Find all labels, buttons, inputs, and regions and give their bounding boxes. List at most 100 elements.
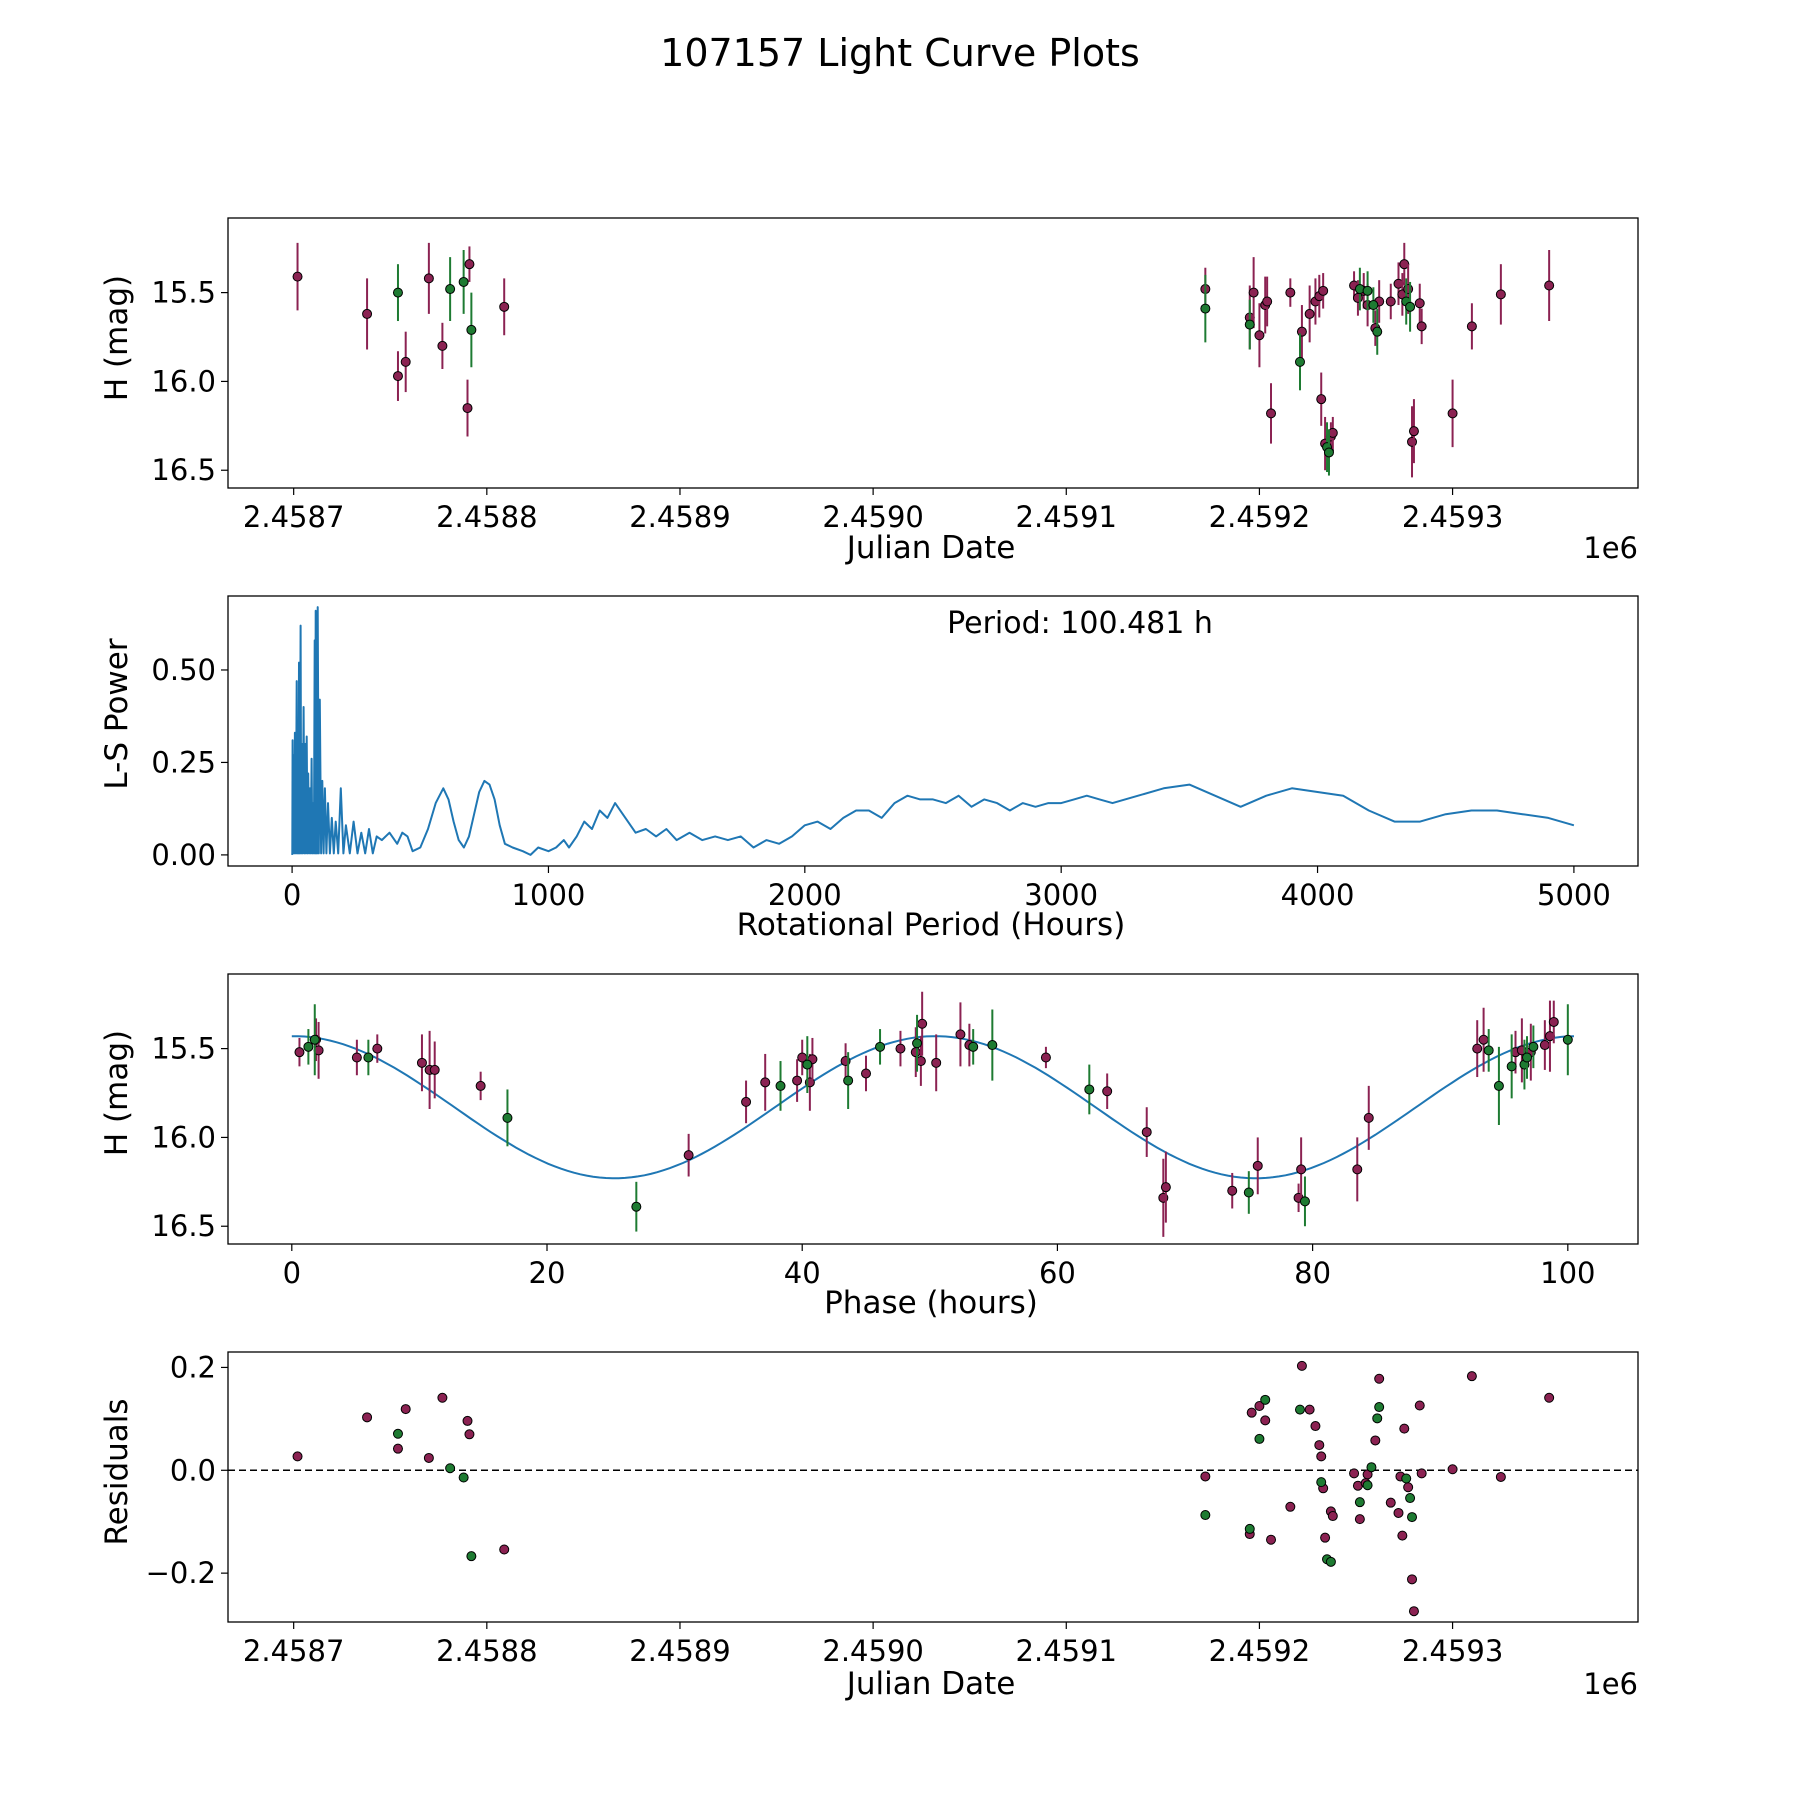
periodogram-xtick-label: 3000 [1024, 878, 1098, 912]
residuals-point [1495, 1471, 1506, 1482]
phase-point [303, 1041, 314, 1052]
light-curve-point [1368, 300, 1379, 311]
phase-point [1472, 1043, 1483, 1054]
residuals-point [1374, 1373, 1385, 1384]
residuals-ylabel: Residuals [99, 1398, 135, 1545]
phase-xtick-label: 20 [529, 1256, 566, 1290]
phase-xtick-label: 80 [1294, 1256, 1331, 1290]
light-curve-point [464, 259, 475, 270]
residuals-point [1401, 1473, 1412, 1484]
phase-point [1352, 1164, 1363, 1175]
phase-frame [227, 973, 1639, 1245]
residuals-point [1320, 1532, 1331, 1543]
light-curve-point [1385, 296, 1396, 307]
periodogram-xtick-label: 4000 [1281, 878, 1355, 912]
residuals-point [392, 1428, 403, 1439]
residuals-point [1544, 1392, 1555, 1403]
residuals-point [423, 1452, 434, 1463]
light-curve-ytick-label: 15.5 [151, 276, 216, 310]
phase-ytick-label: 15.5 [151, 1032, 216, 1066]
phase-point [931, 1057, 942, 1068]
residuals-point [1296, 1360, 1307, 1371]
light-curve-point [445, 284, 456, 295]
phase-point [1363, 1112, 1374, 1123]
phase-point [294, 1047, 305, 1058]
light-curve-point [1262, 296, 1273, 307]
residuals-point [1200, 1510, 1211, 1521]
phase-point [1227, 1185, 1238, 1196]
residuals-point [1304, 1404, 1315, 1415]
residuals-point [1260, 1415, 1271, 1426]
phase-xtick-label: 40 [784, 1256, 821, 1290]
light-curve-point [362, 308, 373, 319]
phase-point [910, 1047, 921, 1058]
residuals-point [458, 1472, 469, 1483]
phase-point [1102, 1086, 1113, 1097]
light-curve-point [1405, 301, 1416, 312]
phase-point [1548, 1016, 1559, 1027]
residuals-point [466, 1551, 477, 1562]
light-curve-point [466, 324, 477, 335]
residuals-point [1327, 1511, 1338, 1522]
light-curve-point [1200, 303, 1211, 314]
phase-point [1478, 1034, 1489, 1045]
residuals-point [1370, 1435, 1381, 1446]
residuals-point [1447, 1464, 1458, 1475]
phase-point [861, 1068, 872, 1079]
figure-title: 107157 Light Curve Plots [660, 31, 1140, 75]
light-curve-plot-area [292, 242, 1555, 478]
periodogram-xtick-label: 2000 [768, 878, 842, 912]
residuals-point [1397, 1530, 1408, 1541]
residuals-point [499, 1544, 510, 1555]
residuals-point [1310, 1421, 1321, 1432]
light-curve-xlabel: Julian Date [845, 530, 1016, 566]
light-curve-point [1466, 321, 1477, 332]
light-curve-point [437, 340, 448, 351]
light-curve-point [1266, 408, 1277, 419]
residuals-xtick-label: 2.4589 [629, 1634, 730, 1668]
phase-point [1521, 1052, 1532, 1063]
residuals-point [1408, 1606, 1419, 1617]
periodogram-ylabel: L-S Power [99, 638, 135, 789]
light-curve-point [1495, 289, 1506, 300]
light-curve-point [400, 356, 411, 367]
light-curve-point [1318, 285, 1329, 296]
phase-point [1539, 1040, 1550, 1051]
light-curve-point [462, 403, 473, 414]
residuals-point [1200, 1471, 1211, 1482]
phase-model-curve [291, 1035, 1575, 1180]
light-curve-point [1323, 447, 1334, 458]
light-curve-point [1416, 321, 1427, 332]
phase-xtick-label: 0 [283, 1256, 301, 1290]
residuals-point [462, 1415, 473, 1426]
light-curve-xtick-label: 2.4587 [243, 500, 344, 534]
phase-point [792, 1075, 803, 1086]
residuals-ytick-label: 0.0 [170, 1453, 216, 1487]
phase-point [1243, 1187, 1254, 1198]
phase-xtick-label: 60 [1039, 1256, 1076, 1290]
residuals-point [1254, 1433, 1265, 1444]
light-curve-xtick-label: 2.4591 [1016, 500, 1117, 534]
light-curve-point [1403, 284, 1414, 295]
light-curve-frame [227, 217, 1639, 489]
phase-point [1084, 1084, 1095, 1095]
light-curve-point [1414, 298, 1425, 309]
residuals-point [1260, 1394, 1271, 1405]
residuals-point [1246, 1407, 1257, 1418]
light-curve-xtick-label: 2.4593 [1402, 500, 1503, 534]
phase-point [912, 1038, 923, 1049]
residuals-point [1294, 1404, 1305, 1415]
residuals-point [1372, 1413, 1383, 1424]
phase-point [372, 1043, 383, 1054]
phase-point [1160, 1182, 1171, 1193]
residuals-x-offset: 1e6 [1583, 1667, 1638, 1701]
phase-point [917, 1018, 928, 1029]
phase-point [502, 1112, 513, 1123]
residuals-point [1393, 1507, 1404, 1518]
light-curve-point [1372, 326, 1383, 337]
phase-point [1562, 1034, 1573, 1045]
phase-point [843, 1075, 854, 1086]
phase-point [760, 1077, 771, 1088]
periodogram-xtick-label: 5000 [1537, 878, 1611, 912]
